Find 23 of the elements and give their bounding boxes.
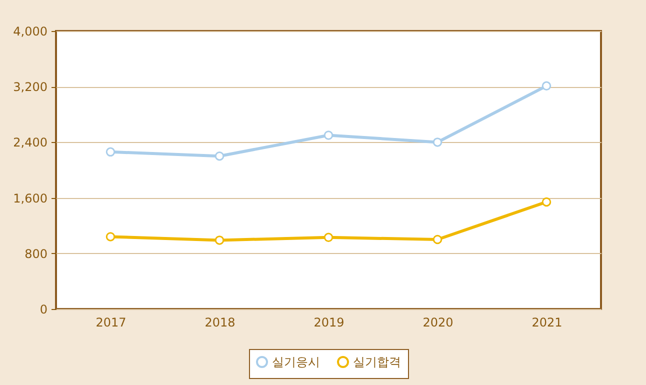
point	[432, 138, 442, 147]
y-tick-label: 1,600	[13, 191, 48, 206]
x-tick-label: 2020	[422, 316, 454, 330]
y-tick-label: 3,200	[13, 80, 48, 94]
legend-label: 실기합격	[353, 355, 401, 369]
y-tick-label: 800	[24, 246, 48, 261]
point	[106, 232, 116, 242]
y-tick-label: 2,400	[13, 136, 48, 150]
point	[324, 232, 334, 242]
point	[542, 197, 552, 207]
point	[106, 147, 116, 157]
x-tick-label: 2019	[314, 316, 344, 330]
x-tick-label: 2017	[96, 316, 126, 330]
point	[324, 130, 334, 140]
y-tick-label: 4,000	[13, 24, 48, 38]
point	[432, 234, 442, 244]
y-tick-label: 0	[40, 302, 48, 316]
x-tick-label: 2018	[204, 316, 236, 330]
point	[214, 151, 224, 161]
point	[214, 236, 224, 245]
legend-label: 실기응시	[272, 355, 320, 369]
x-tick-label: 2021	[532, 316, 562, 330]
point	[542, 81, 552, 91]
